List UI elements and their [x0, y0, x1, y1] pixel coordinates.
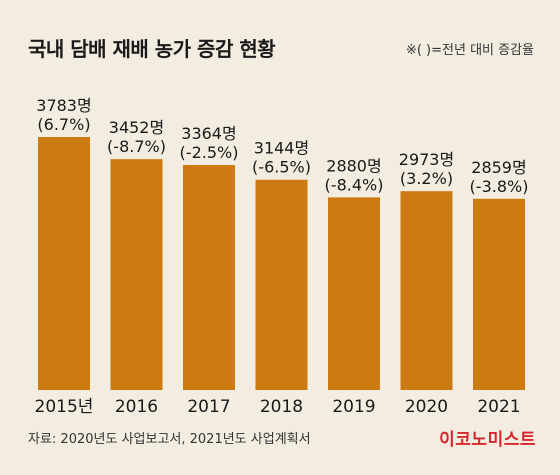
- value-label-2: 3364명: [181, 124, 236, 143]
- bar-5: [400, 191, 453, 390]
- x-tick-label-5: 2020: [405, 397, 448, 417]
- x-tick-label-6: 2021: [477, 397, 520, 417]
- value-label-6: 2859명: [471, 158, 526, 177]
- source-note: 자료: 2020년도 사업보고서, 2021년도 사업계획서: [28, 432, 311, 447]
- bar-2: [183, 165, 235, 390]
- x-tick-label-3: 2018: [260, 397, 303, 417]
- bar-0: [38, 137, 90, 390]
- change-label-2: (-2.5%): [180, 143, 239, 162]
- brand-logo: 이코노미스트: [439, 430, 536, 450]
- value-label-3: 3144명: [254, 139, 309, 158]
- change-label-4: (-8.4%): [325, 175, 384, 194]
- rate-note: ※( )=전년 대비 증감율: [405, 43, 534, 58]
- chart-title: 국내 담배 재배 농가 증감 현황: [28, 37, 276, 61]
- change-label-0: (6.7%): [37, 115, 90, 134]
- change-label-1: (-8.7%): [107, 137, 166, 156]
- bar-1: [110, 159, 163, 390]
- x-tick-label-0: 2015년: [35, 397, 94, 417]
- value-label-4: 2880명: [326, 156, 381, 175]
- x-tick-label-2: 2017: [187, 397, 230, 417]
- bar-3: [255, 179, 308, 390]
- change-label-6: (-3.8%): [470, 177, 529, 196]
- value-label-5: 2973명: [399, 150, 454, 169]
- value-label-0: 3783명: [36, 96, 91, 115]
- x-tick-label-4: 2019: [332, 397, 375, 417]
- value-label-1: 3452명: [109, 118, 164, 137]
- change-label-3: (-6.5%): [252, 158, 311, 177]
- bar-4: [328, 197, 380, 390]
- x-tick-label-1: 2016: [115, 397, 158, 417]
- bar-6: [473, 198, 525, 390]
- change-label-5: (3.2%): [400, 169, 453, 188]
